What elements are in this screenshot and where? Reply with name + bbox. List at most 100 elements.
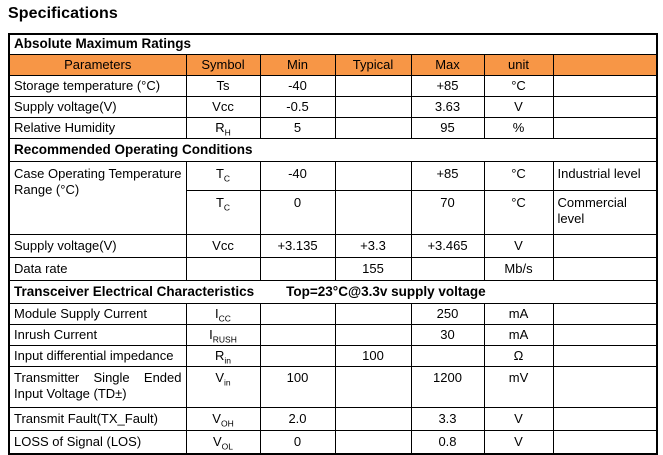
- table-row: LOSS of Signal (LOS) VOL 0 0.8 V: [8, 430, 658, 455]
- max-cell: 70: [410, 190, 485, 235]
- unit-cell: Ω: [483, 345, 554, 367]
- typical-cell: 100: [334, 345, 412, 367]
- symbol-cell: Ts: [185, 75, 261, 97]
- typical-cell: [334, 75, 412, 97]
- typical-cell: [334, 117, 412, 139]
- note-cell: [552, 345, 658, 367]
- section-condition-text: Top=23°C@3.3v supply voltage: [286, 283, 486, 299]
- unit-cell: mA: [483, 324, 554, 346]
- symbol-cell: IRUSH: [185, 324, 261, 346]
- section-row-absolute-maximum-ratings: Absolute Maximum Ratings: [8, 33, 658, 55]
- symbol-cell: RH: [185, 117, 261, 139]
- symbol-cell: [185, 257, 261, 281]
- min-cell: 5: [259, 117, 336, 139]
- section-title-transceiver-electrical-characteristics: Transceiver Electrical Characteristics To…: [8, 280, 658, 304]
- param-cell: Input differential impedance: [8, 345, 187, 367]
- table-row: Input differential impedance Rin 100 Ω: [8, 345, 658, 367]
- unit-cell: V: [483, 430, 554, 455]
- param-cell: Storage temperature (°C): [8, 75, 187, 97]
- max-cell: +3.465: [410, 234, 485, 258]
- col-header-max: Max: [410, 54, 485, 76]
- param-cell: Supply voltage(V): [8, 234, 187, 258]
- min-cell: -40: [259, 75, 336, 97]
- page-title: Specifications: [8, 5, 118, 22]
- typical-cell: [334, 407, 412, 431]
- table-row: Storage temperature (°C) Ts -40 +85 °C: [8, 75, 658, 97]
- note-cell: [552, 324, 658, 346]
- symbol-cell: Vin: [185, 366, 261, 408]
- column-header-row: Parameters Symbol Min Typical Max unit: [8, 54, 658, 76]
- typical-cell: [334, 161, 412, 191]
- section-title-absolute-maximum-ratings: Absolute Maximum Ratings: [8, 33, 658, 55]
- symbol-cell: TC: [185, 190, 261, 235]
- max-cell: 3.63: [410, 96, 485, 118]
- symbol-cell: TC: [185, 161, 261, 191]
- param-cell: Inrush Current: [8, 324, 187, 346]
- max-cell: +85: [410, 161, 485, 191]
- unit-cell: %: [483, 117, 554, 139]
- symbol-cell: ICC: [185, 303, 261, 325]
- typical-cell: [334, 430, 412, 455]
- unit-cell: Mb/s: [483, 257, 554, 281]
- col-header-symbol: Symbol: [185, 54, 261, 76]
- min-cell: [259, 303, 336, 325]
- min-cell: [259, 324, 336, 346]
- min-cell: 0: [259, 190, 336, 235]
- col-header-min: Min: [259, 54, 336, 76]
- note-cell: [552, 96, 658, 118]
- min-cell: 0: [259, 430, 336, 455]
- unit-cell: °C: [483, 161, 554, 191]
- note-cell: Commercial level: [552, 190, 658, 235]
- table-row: Data rate 155 Mb/s: [8, 257, 658, 281]
- max-cell: 0.8: [410, 430, 485, 455]
- note-cell: Industrial level: [552, 161, 658, 191]
- unit-cell: V: [483, 407, 554, 431]
- max-cell: 1200: [410, 366, 485, 408]
- max-cell: 3.3: [410, 407, 485, 431]
- symbol-cell: Vcc: [185, 234, 261, 258]
- min-cell: +3.135: [259, 234, 336, 258]
- min-cell: -40: [259, 161, 336, 191]
- param-cell: Case Operating Temperature Range (°C): [8, 161, 187, 235]
- table-row: Inrush Current IRUSH 30 mA: [8, 324, 658, 346]
- typical-cell: +3.3: [334, 234, 412, 258]
- specifications-table: Absolute Maximum Ratings Parameters Symb…: [8, 33, 658, 455]
- section-title-text: Transceiver Electrical Characteristics: [14, 283, 255, 299]
- section-title-recommended-operating-conditions: Recommended Operating Conditions: [8, 138, 658, 162]
- note-cell: [552, 257, 658, 281]
- table-row: Case Operating Temperature Range (°C) TC…: [8, 161, 658, 235]
- note-cell: [552, 75, 658, 97]
- max-cell: +85: [410, 75, 485, 97]
- table-row: Relative Humidity RH 5 95 %: [8, 117, 658, 139]
- min-cell: 100: [259, 366, 336, 408]
- unit-cell: °C: [483, 75, 554, 97]
- section-row-transceiver-electrical-characteristics: Transceiver Electrical Characteristics To…: [8, 280, 658, 304]
- max-cell: 250: [410, 303, 485, 325]
- typical-cell: [334, 366, 412, 408]
- section-row-recommended-operating-conditions: Recommended Operating Conditions: [8, 138, 658, 162]
- typical-cell: [334, 324, 412, 346]
- typical-cell: [334, 190, 412, 235]
- symbol-cell: Rin: [185, 345, 261, 367]
- table-row: Transmitter Single Ended Input Voltage (…: [8, 366, 658, 408]
- note-cell: [552, 430, 658, 455]
- typical-cell: 155: [334, 257, 412, 281]
- param-cell: Module Supply Current: [8, 303, 187, 325]
- typical-cell: [334, 96, 412, 118]
- min-cell: 2.0: [259, 407, 336, 431]
- table-row: Supply voltage(V) Vcc -0.5 3.63 V: [8, 96, 658, 118]
- unit-cell: V: [483, 234, 554, 258]
- param-cell: Supply voltage(V): [8, 96, 187, 118]
- param-cell: Relative Humidity: [8, 117, 187, 139]
- table-row: Module Supply Current ICC 250 mA: [8, 303, 658, 325]
- param-cell: Transmitter Single Ended Input Voltage (…: [8, 366, 187, 408]
- note-cell: [552, 303, 658, 325]
- symbol-cell: VOL: [185, 430, 261, 455]
- param-cell: Data rate: [8, 257, 187, 281]
- min-cell: [259, 345, 336, 367]
- typical-cell: [334, 303, 412, 325]
- table-row: Transmit Fault(TX_Fault) VOH 2.0 3.3 V: [8, 407, 658, 431]
- col-header-note: [552, 54, 658, 76]
- symbol-cell: Vcc: [185, 96, 261, 118]
